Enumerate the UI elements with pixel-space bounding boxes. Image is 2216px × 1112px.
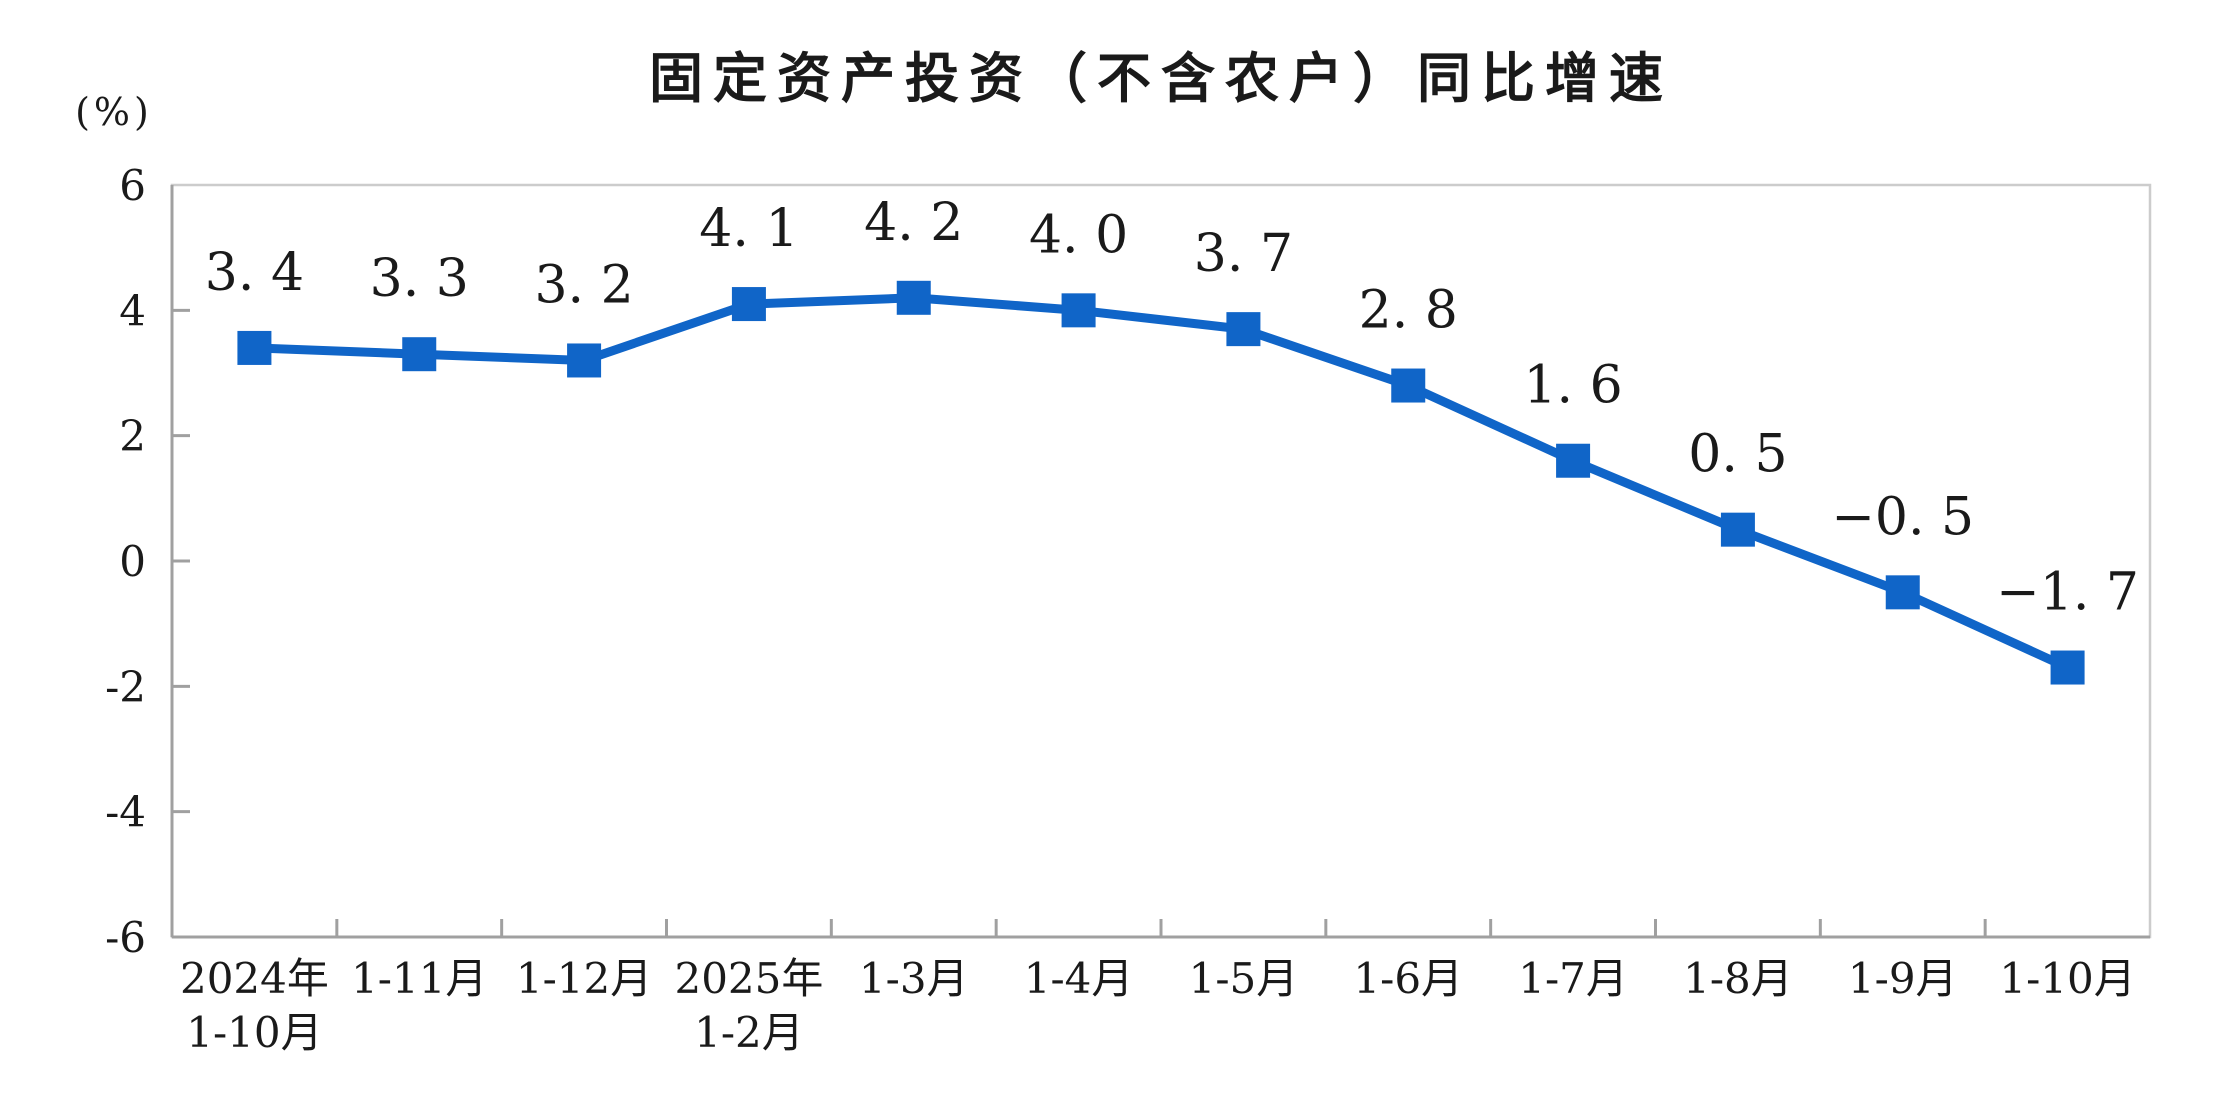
data-point-label: 3. 7 xyxy=(1194,224,1293,284)
data-point-label: 0. 5 xyxy=(1688,425,1787,485)
data-point-label: 4. 2 xyxy=(864,193,963,253)
data-point-marker xyxy=(1885,575,1920,610)
data-point-label: 4. 0 xyxy=(1029,205,1128,265)
data-point-label: −1. 7 xyxy=(1996,563,2139,623)
data-point-marker xyxy=(1720,512,1755,547)
y-axis-tick-label: -6 xyxy=(105,913,146,962)
x-axis-tick-label: 2025年 1-2月 xyxy=(674,954,823,1057)
data-point-marker xyxy=(237,330,272,365)
y-axis-tick-label: 6 xyxy=(119,161,146,210)
series-line xyxy=(254,293,2070,672)
data-point-label: 3. 4 xyxy=(205,243,304,303)
data-point-label: 2. 8 xyxy=(1359,281,1458,341)
chart-title: 固定资产投资（不含农户）同比增速 xyxy=(649,49,1673,109)
data-point-label: −0. 5 xyxy=(1831,487,1974,547)
x-axis-tick-label: 2024年 1-10月 xyxy=(180,954,329,1057)
data-point-marker xyxy=(2050,650,2085,685)
data-point-marker xyxy=(1061,293,1096,328)
x-axis-tick-label: 1-4月 xyxy=(1024,954,1134,1003)
x-axis-tick-label: 1-7月 xyxy=(1518,954,1628,1003)
data-point-label: 4. 1 xyxy=(699,199,798,259)
y-axis-tick-label: -2 xyxy=(105,662,146,711)
y-axis-tick-label: 2 xyxy=(119,412,146,461)
y-axis-tick-label: 4 xyxy=(119,286,146,335)
x-axis-tick-label: 1-9月 xyxy=(1848,954,1958,1003)
x-axis-tick-label: 1-12月 xyxy=(516,954,652,1003)
data-point-label: 3. 2 xyxy=(534,255,633,315)
x-axis-tick-label: 1-8月 xyxy=(1683,954,1793,1003)
x-axis-tick-label: 1-10月 xyxy=(1999,954,2135,1003)
data-point-marker xyxy=(1556,443,1591,478)
y-axis-unit-label: (%) xyxy=(75,90,153,134)
x-axis-tick-label: 1-3月 xyxy=(859,954,969,1003)
data-point-marker xyxy=(567,343,602,378)
data-point-label: 3. 3 xyxy=(370,249,469,309)
x-axis-tick-label: 1-11月 xyxy=(351,954,487,1003)
data-point-marker xyxy=(402,337,437,372)
x-axis-tick-label: 1-6月 xyxy=(1353,954,1463,1003)
y-axis-tick-label: 0 xyxy=(119,537,146,586)
x-axis-tick-label: 1-5月 xyxy=(1189,954,1299,1003)
data-point-label: 1. 6 xyxy=(1523,356,1622,416)
data-point-marker xyxy=(896,280,931,315)
y-axis-tick-label: -4 xyxy=(105,788,146,837)
data-point-marker xyxy=(1226,312,1261,347)
data-point-marker xyxy=(1391,368,1426,403)
data-point-marker xyxy=(731,287,766,322)
